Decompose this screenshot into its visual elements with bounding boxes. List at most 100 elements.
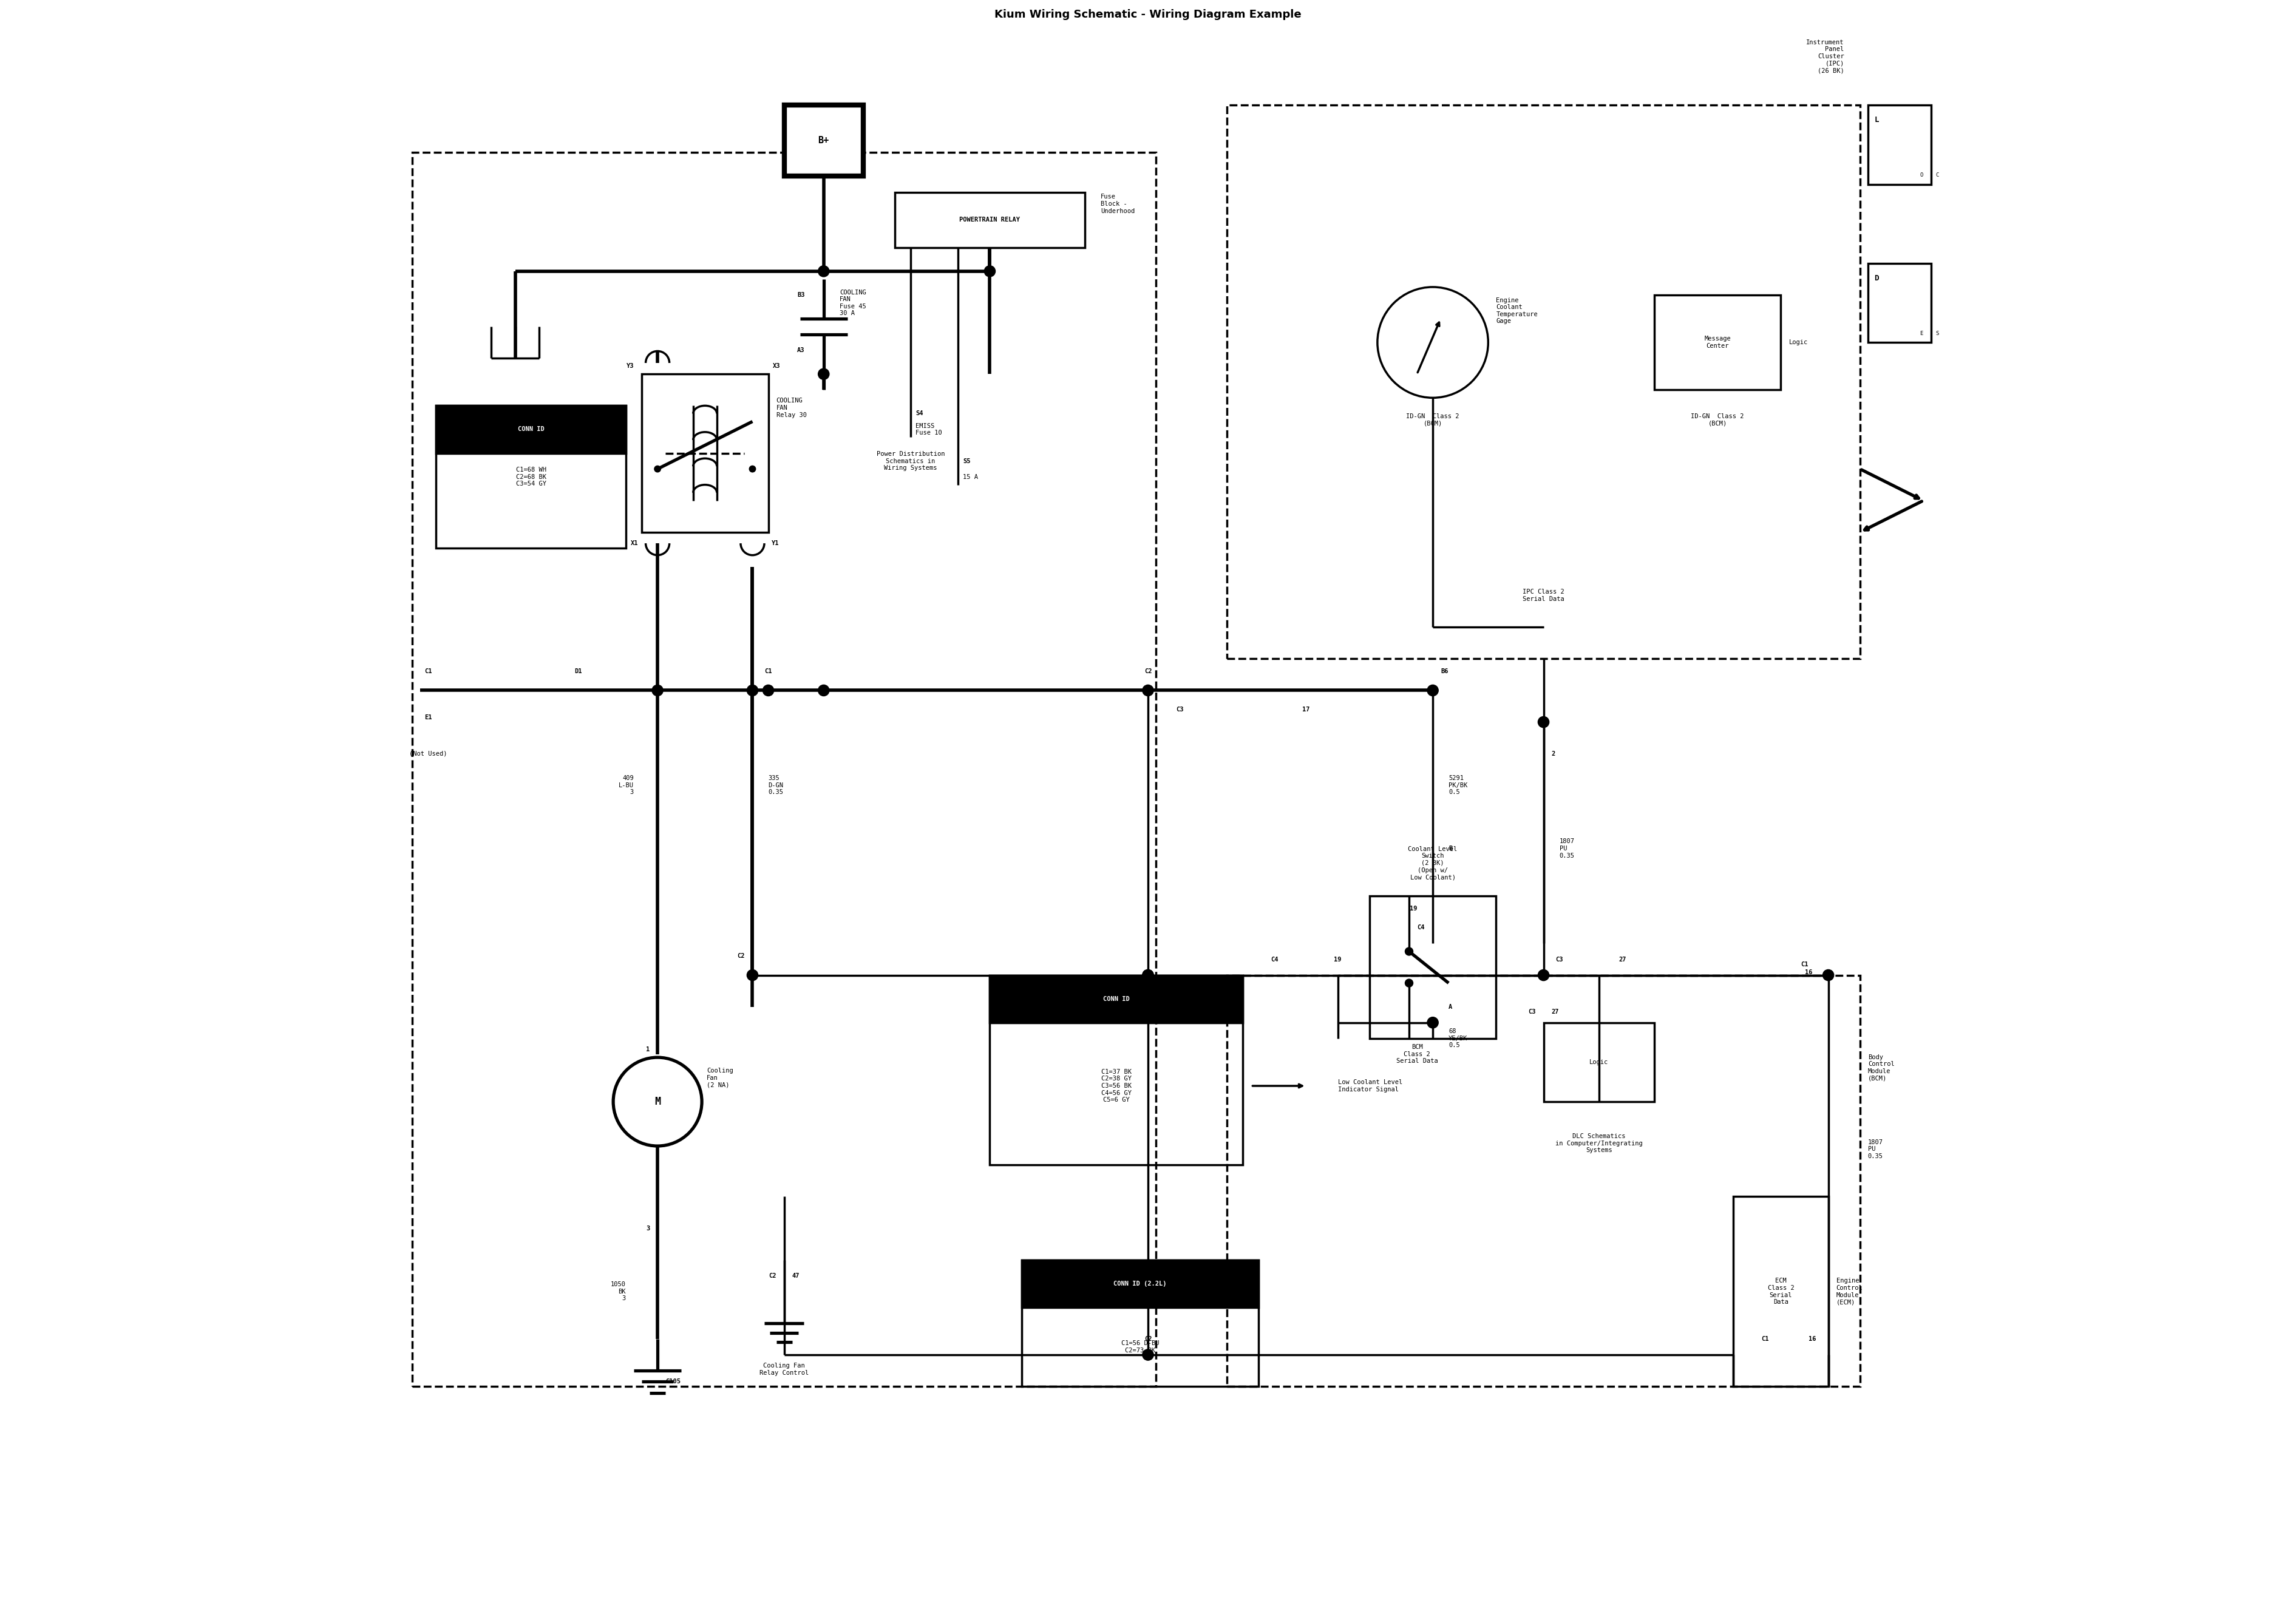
Bar — [785, 105, 863, 176]
Text: S5: S5 — [962, 458, 971, 464]
Circle shape — [985, 265, 996, 277]
Text: Cooling
Fan
(2 NA): Cooling Fan (2 NA) — [707, 1067, 732, 1088]
Text: COOLING
FAN
Relay 30: COOLING FAN Relay 30 — [776, 398, 806, 417]
Text: 27: 27 — [1552, 1009, 1559, 1015]
Text: C2: C2 — [1143, 668, 1153, 674]
Text: Power Distribution
Schematics in
Wiring Systems: Power Distribution Schematics in Wiring … — [877, 451, 946, 471]
Bar — [1368, 896, 1497, 1038]
Circle shape — [746, 970, 758, 980]
Text: EMISS
Fuse 10: EMISS Fuse 10 — [916, 424, 941, 437]
Text: C1=56 D-BU
C2=73 BK: C1=56 D-BU C2=73 BK — [1120, 1340, 1159, 1353]
Bar — [1869, 105, 1931, 184]
Text: C1: C1 — [1761, 1336, 1768, 1342]
Circle shape — [817, 265, 829, 277]
Text: Y1: Y1 — [771, 540, 778, 547]
Text: S: S — [1936, 330, 1940, 336]
Text: Instrument
Panel
Cluster
(IPC)
(26 BK): Instrument Panel Cluster (IPC) (26 BK) — [1807, 39, 1844, 73]
Circle shape — [746, 686, 758, 695]
Text: 19: 19 — [1334, 956, 1341, 962]
Bar — [990, 975, 1242, 1022]
Text: C1: C1 — [425, 668, 432, 674]
Text: Power Distribution
Schematics in
Wiring Systems: Power Distribution Schematics in Wiring … — [450, 414, 517, 433]
Text: B+: B+ — [817, 136, 829, 146]
Circle shape — [1538, 970, 1550, 980]
Circle shape — [1405, 948, 1412, 956]
Text: Coolant Level
Switch
(2 BK)
(Open w/
Low Coolant): Coolant Level Switch (2 BK) (Open w/ Low… — [1407, 846, 1458, 880]
Text: A3: A3 — [797, 348, 804, 354]
Text: 47: 47 — [792, 1273, 799, 1279]
Text: 1807
PU
0.35: 1807 PU 0.35 — [1869, 1138, 1883, 1159]
Text: 17: 17 — [1302, 707, 1311, 713]
Text: C: C — [1936, 173, 1940, 178]
Text: 335
D-GN
0.35: 335 D-GN 0.35 — [769, 775, 783, 796]
Text: 68
YE/BK
0.5: 68 YE/BK 0.5 — [1449, 1028, 1467, 1048]
Text: CONN ID (2.2L): CONN ID (2.2L) — [1114, 1281, 1166, 1287]
Circle shape — [1538, 716, 1550, 728]
Text: C1: C1 — [765, 668, 771, 674]
Text: C4: C4 — [1270, 956, 1279, 962]
Text: 27: 27 — [1619, 956, 1626, 962]
Text: G105: G105 — [666, 1379, 680, 1384]
Text: 1: 1 — [645, 1046, 650, 1053]
Text: C1: C1 — [1800, 960, 1809, 967]
Bar — [436, 406, 627, 453]
Bar — [990, 975, 1242, 1164]
Text: Logic: Logic — [1789, 340, 1807, 346]
Text: 1050
BK
3: 1050 BK 3 — [611, 1281, 627, 1302]
Text: L: L — [1874, 116, 1878, 125]
Text: C2: C2 — [1143, 1336, 1153, 1342]
Circle shape — [1143, 1349, 1153, 1360]
Text: C3: C3 — [1557, 956, 1564, 962]
Text: M: M — [654, 1096, 661, 1108]
Bar — [1869, 264, 1931, 343]
Text: C3: C3 — [1176, 707, 1182, 713]
Text: C2: C2 — [737, 954, 744, 959]
Circle shape — [1143, 970, 1153, 980]
Text: Engine
Coolant
Temperature
Gage: Engine Coolant Temperature Gage — [1497, 298, 1538, 325]
Text: DLC Schematics
in Computer/Integrating
Systems: DLC Schematics in Computer/Integrating S… — [1554, 1134, 1642, 1153]
Text: C1=37 BK
C2=38 GY
C3=56 BK
C4=56 GY
C5=6 GY: C1=37 BK C2=38 GY C3=56 BK C4=56 GY C5=6… — [1102, 1069, 1132, 1103]
Bar — [641, 374, 769, 532]
Circle shape — [654, 466, 661, 472]
Text: 19: 19 — [1410, 906, 1417, 912]
Text: 5291
PK/BK
0.5: 5291 PK/BK 0.5 — [1449, 775, 1467, 796]
Circle shape — [748, 466, 755, 472]
Circle shape — [762, 686, 774, 695]
Text: Cooling Fan
Relay Control: Cooling Fan Relay Control — [760, 1363, 808, 1376]
Circle shape — [1405, 980, 1412, 986]
Text: A: A — [1449, 1004, 1453, 1011]
Text: C1=68 WH
C2=68 BK
C3=54 GY: C1=68 WH C2=68 BK C3=54 GY — [517, 467, 546, 487]
Bar — [436, 406, 627, 548]
Text: ECM
Class 2
Serial
Data: ECM Class 2 Serial Data — [1768, 1277, 1793, 1305]
Circle shape — [817, 369, 829, 380]
Text: B: B — [1449, 846, 1453, 852]
Title: Kium Wiring Schematic - Wiring Diagram Example: Kium Wiring Schematic - Wiring Diagram E… — [994, 10, 1302, 19]
Text: IPC Class 2
Serial Data: IPC Class 2 Serial Data — [1522, 589, 1564, 602]
Text: X1: X1 — [631, 540, 638, 547]
Text: E: E — [1919, 330, 1924, 336]
Text: 1807
PU
0.35: 1807 PU 0.35 — [1559, 839, 1575, 859]
Text: Low Coolant Level
Indicator Signal: Low Coolant Level Indicator Signal — [1339, 1079, 1403, 1093]
Text: O: O — [1919, 173, 1924, 178]
Text: 409
L-BU
3: 409 L-BU 3 — [618, 775, 634, 796]
Text: Body
Control
Module
(BCM): Body Control Module (BCM) — [1869, 1054, 1894, 1082]
Text: Fuse
Block -
Underhood: Fuse Block - Underhood — [1100, 194, 1134, 213]
Text: C4: C4 — [1417, 925, 1424, 931]
Bar — [1655, 294, 1782, 390]
Text: E1: E1 — [425, 715, 432, 720]
Text: (Not Used): (Not Used) — [409, 750, 448, 757]
Circle shape — [1143, 686, 1153, 695]
Text: POWERTRAIN RELAY: POWERTRAIN RELAY — [960, 217, 1019, 223]
Text: Logic: Logic — [1589, 1059, 1609, 1066]
Text: 3: 3 — [645, 1226, 650, 1231]
Circle shape — [1143, 970, 1153, 980]
Text: D: D — [1874, 275, 1878, 283]
Circle shape — [1823, 970, 1835, 980]
Text: ID-GN  Class 2
(BCM): ID-GN Class 2 (BCM) — [1692, 414, 1745, 427]
Text: X3: X3 — [774, 364, 781, 369]
Text: 2: 2 — [1552, 750, 1554, 757]
Text: B6: B6 — [1440, 668, 1449, 674]
Text: CONN ID: CONN ID — [517, 427, 544, 432]
Text: BCM
Class 2
Serial Data: BCM Class 2 Serial Data — [1396, 1045, 1437, 1064]
Text: COOLING
FAN
Fuse 45
30 A: COOLING FAN Fuse 45 30 A — [840, 289, 866, 317]
